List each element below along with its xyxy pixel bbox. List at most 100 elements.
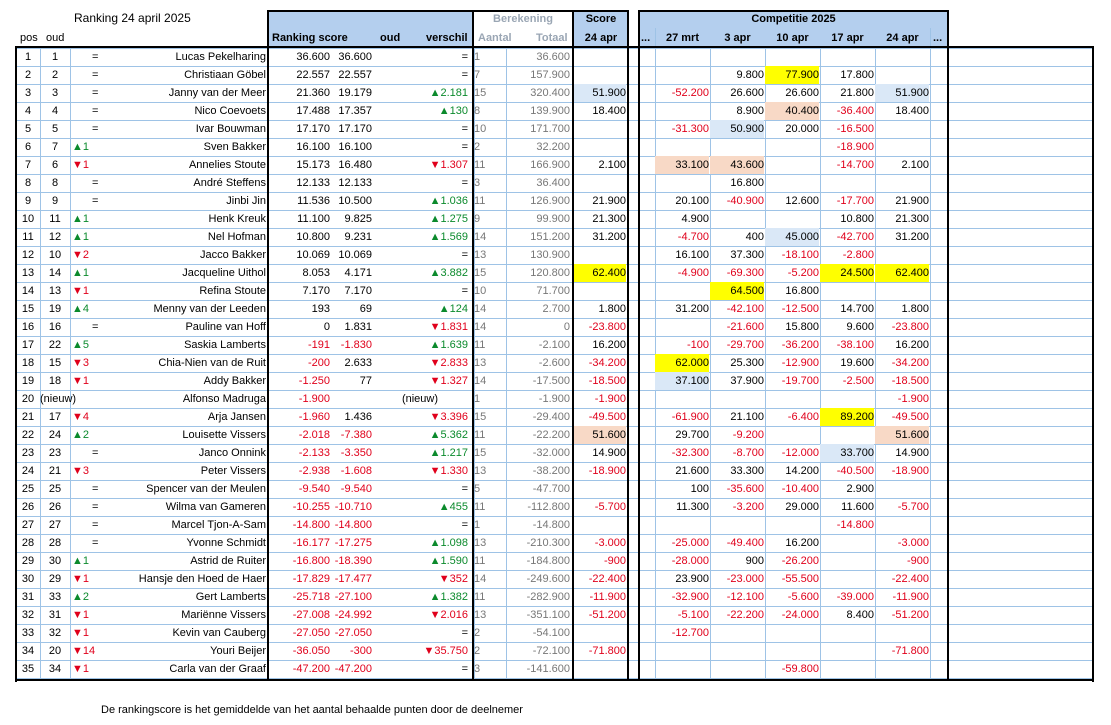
row-score-24apr: 21.900 [592, 195, 626, 207]
row-score-24apr [574, 660, 626, 678]
row-totaal: 157.900 [530, 69, 570, 81]
row-competitie-score: 16.800 [730, 177, 764, 189]
row-movement: ▼3 [72, 465, 90, 477]
row-competitie-score: 17.800 [840, 69, 874, 81]
row-old-pos: 18 [48, 375, 62, 387]
table-row: 35 34 ▼1 Carla van der Graaf -47.200 -47.200 =… [0, 660, 1111, 678]
row-movement: ▲1 [72, 231, 90, 243]
row-totaal: -282.900 [526, 591, 570, 603]
row-competitie-score [765, 642, 819, 660]
row-competitie-score [820, 660, 874, 678]
row-totaal: -72.100 [532, 645, 570, 657]
row-verschil: ▲1.382 [429, 591, 468, 603]
header-divider [655, 28, 656, 46]
score-header: Score [585, 13, 617, 25]
row-movement: = [92, 195, 99, 207]
row-old-pos: 6 [51, 159, 59, 171]
row-divider [16, 246, 1092, 247]
row-competitie-score: -34.200 [891, 357, 929, 369]
row-competitie-score [875, 282, 929, 300]
row-old-pos: 1 [51, 51, 59, 63]
row-score-24apr: 21.300 [592, 213, 626, 225]
row-competitie-score: 33.100 [655, 156, 709, 174]
row-name: Henk Kreuk [208, 213, 266, 225]
row-competitie-score: -36.400 [836, 105, 874, 117]
column-divider [875, 48, 876, 678]
row-competitie-score: -49.500 [891, 411, 929, 423]
date-header-3: 10 apr [776, 32, 809, 44]
row-movement: = [92, 177, 99, 189]
row-old-score: -3.350 [340, 447, 372, 459]
row-competitie-score: -29.700 [726, 339, 764, 351]
table-row: 7 6 ▼1 Annelies Stoute 15.173 16.480 ▼1.307 11 1… [0, 156, 1111, 174]
table-row: 23 23 = Janco Onnink -2.133 -3.350 ▲1.217 15 -32… [0, 444, 1111, 462]
row-ranking-score: 8.053 [302, 267, 330, 279]
oud-header: oud [46, 32, 65, 44]
row-divider [16, 120, 1092, 121]
row-totaal: 139.900 [530, 105, 570, 117]
row-score-24apr: 31.200 [592, 231, 626, 243]
row-competitie-score [710, 660, 764, 678]
oud-score-header: oud [380, 32, 401, 44]
row-competitie-score: 33.700 [820, 444, 874, 462]
row-ranking-score: -14.800 [292, 519, 330, 531]
row-old-score: 10.500 [338, 195, 372, 207]
row-score-24apr [574, 516, 626, 534]
row-ranking-score: 10.800 [296, 231, 330, 243]
row-competitie-score: -35.600 [726, 483, 764, 495]
row-name: Saskia Lamberts [184, 339, 266, 351]
row-divider [16, 138, 1092, 139]
row-old-pos: 24 [48, 429, 62, 441]
row-totaal: -184.800 [526, 555, 570, 567]
row-old-score: 16.100 [338, 141, 372, 153]
row-aantal: 14 [474, 375, 487, 387]
row-name: Sven Bakker [203, 141, 266, 153]
row-competitie-score: -38.100 [836, 339, 874, 351]
row-competitie-score: -100 [686, 339, 709, 351]
row-competitie-score: -3.200 [732, 501, 764, 513]
row-competitie-score: 11.300 [676, 501, 709, 513]
header-divider [930, 28, 931, 46]
row-totaal: -112.800 [527, 501, 570, 513]
row-name: Youri Beijer [210, 645, 266, 657]
row-old-score: 1.831 [344, 321, 372, 333]
row-competitie-score: -32.300 [671, 447, 709, 459]
row-movement: ▲4 [72, 303, 90, 315]
row-ranking-score: 0 [323, 321, 330, 333]
row-name: Menny van der Leeden [153, 303, 266, 315]
row-competitie-score [765, 624, 819, 642]
row-competitie-score: -4.700 [677, 231, 709, 243]
row-pos: 35 [21, 663, 35, 675]
row-divider [16, 282, 1092, 283]
row-aantal: 2 [474, 645, 481, 657]
table-row: 10 11 ▲1 Henk Kreuk 11.100 9.825 ▲1.275 9 99.900… [0, 210, 1111, 228]
row-totaal: -2.100 [538, 339, 570, 351]
row-competitie-score: -6.400 [787, 411, 819, 423]
table-border [15, 46, 17, 682]
row-name: Gert Lamberts [195, 591, 266, 603]
row-competitie-score: 16.200 [895, 339, 929, 351]
row-pos: 18 [21, 357, 35, 369]
row-pos: 5 [24, 123, 32, 135]
row-competitie-score: -12.000 [781, 447, 819, 459]
row-old-score: -17.275 [334, 537, 372, 549]
row-competitie-score: -11.900 [892, 591, 930, 603]
row-competitie-score: 4.900 [681, 213, 709, 225]
row-competitie-score: -52.200 [671, 87, 709, 99]
date-header-4: 17 apr [831, 32, 864, 44]
row-divider [16, 174, 1092, 175]
row-totaal: -38.200 [532, 465, 570, 477]
row-score-24apr: 51.600 [574, 426, 626, 444]
row-old-score: 9.231 [344, 231, 372, 243]
row-score-24apr: -5.700 [594, 501, 626, 513]
row-verschil: = [461, 123, 468, 135]
table-border [638, 10, 949, 12]
row-score-24apr [574, 66, 626, 84]
row-name: Nico Coevoets [194, 105, 266, 117]
row-divider [16, 444, 1092, 445]
row-name: Hansje den Hoed de Haer [138, 573, 266, 585]
row-movement: = [92, 87, 99, 99]
row-old-score: -1.830 [340, 339, 372, 351]
competitie-header-bg [639, 11, 948, 46]
row-competitie-score: 29.000 [785, 501, 819, 513]
